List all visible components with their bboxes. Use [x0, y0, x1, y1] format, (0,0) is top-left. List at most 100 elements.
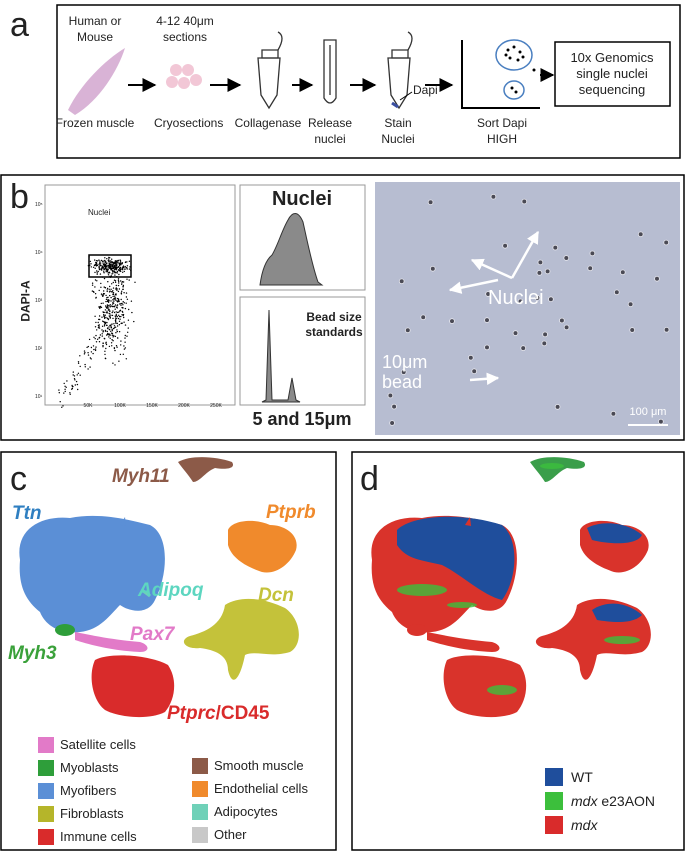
particle [537, 259, 544, 266]
particle [118, 273, 120, 276]
particle [90, 358, 92, 360]
panel-label: a [10, 6, 29, 44]
particle [69, 393, 71, 395]
particle [74, 379, 76, 381]
legend-label: Myoblasts [60, 760, 119, 775]
particle [115, 284, 118, 287]
particle [654, 275, 660, 282]
particle [124, 307, 127, 310]
particle [109, 313, 111, 315]
particle [110, 296, 112, 299]
particle [619, 269, 626, 276]
particle [64, 385, 66, 387]
particle [104, 287, 107, 289]
image-label: Nuclei [488, 287, 544, 309]
particle [113, 347, 116, 350]
particle [84, 352, 86, 354]
particle [663, 239, 669, 246]
particle [110, 269, 112, 271]
text-part: Ptprb [266, 502, 316, 523]
particle [94, 259, 96, 261]
legend-label: Myofibers [60, 783, 117, 798]
particle [123, 292, 125, 294]
particle [96, 329, 98, 331]
particle [109, 261, 111, 264]
particle [105, 341, 107, 343]
particle [106, 317, 109, 319]
particle [72, 385, 74, 388]
particle [98, 315, 101, 317]
particle [112, 302, 115, 304]
particle [484, 317, 490, 323]
particle [94, 293, 97, 295]
flow-events [58, 256, 136, 408]
image-label: 10μm bead [382, 352, 428, 392]
particle [118, 311, 120, 313]
particle [69, 392, 71, 394]
particle [114, 364, 116, 366]
particle [110, 264, 113, 266]
particle [114, 349, 116, 352]
particle [115, 263, 117, 265]
particle [111, 273, 113, 275]
particle [108, 262, 111, 265]
particle [101, 335, 104, 337]
hist-title: Bead size standards [305, 310, 363, 339]
particle [122, 353, 125, 355]
particle [113, 327, 116, 329]
particle [119, 303, 121, 305]
particle [103, 321, 106, 323]
particle [123, 302, 126, 304]
particle [111, 339, 113, 341]
particle [114, 298, 116, 301]
particle [544, 268, 551, 275]
panel-label: b [10, 178, 29, 216]
particle [118, 282, 120, 284]
particle [107, 296, 109, 298]
particle [96, 270, 98, 272]
particle [124, 341, 126, 343]
particle [517, 298, 524, 305]
step-bottom-text: Sort Dapi HIGH [476, 116, 528, 146]
particle [95, 262, 97, 264]
particle [123, 316, 125, 319]
particle [101, 325, 104, 327]
particle [94, 349, 97, 352]
particle [105, 298, 108, 301]
particle [117, 298, 120, 300]
particle [92, 352, 94, 355]
particle [110, 332, 113, 334]
gene-label: Ptprc/CD45 [167, 703, 269, 725]
particle [96, 280, 98, 282]
gate-label: Nuclei [88, 208, 111, 217]
particle [534, 295, 541, 301]
particle [96, 273, 98, 275]
particle [114, 304, 117, 306]
particle [118, 300, 120, 303]
particle [90, 351, 93, 353]
particle [120, 344, 122, 346]
particle [587, 265, 593, 272]
particle [77, 372, 80, 374]
particle [115, 332, 117, 334]
particle [116, 262, 118, 264]
particle [113, 323, 115, 325]
particle [65, 386, 67, 388]
particle [95, 346, 97, 348]
particle [105, 260, 107, 263]
particle [400, 369, 407, 375]
particle [449, 318, 455, 324]
particle [118, 262, 120, 265]
particle [122, 301, 124, 303]
particle [389, 420, 395, 426]
particle [113, 271, 116, 273]
particle [99, 318, 101, 321]
gene-label: Adipoq [138, 580, 203, 602]
particle [110, 288, 112, 290]
particle [106, 307, 108, 309]
step-top-text: 4-12 40μm sections [156, 14, 214, 44]
particle [100, 293, 103, 295]
particle [467, 354, 474, 361]
y-tick-label: 10⁴ [35, 250, 43, 256]
